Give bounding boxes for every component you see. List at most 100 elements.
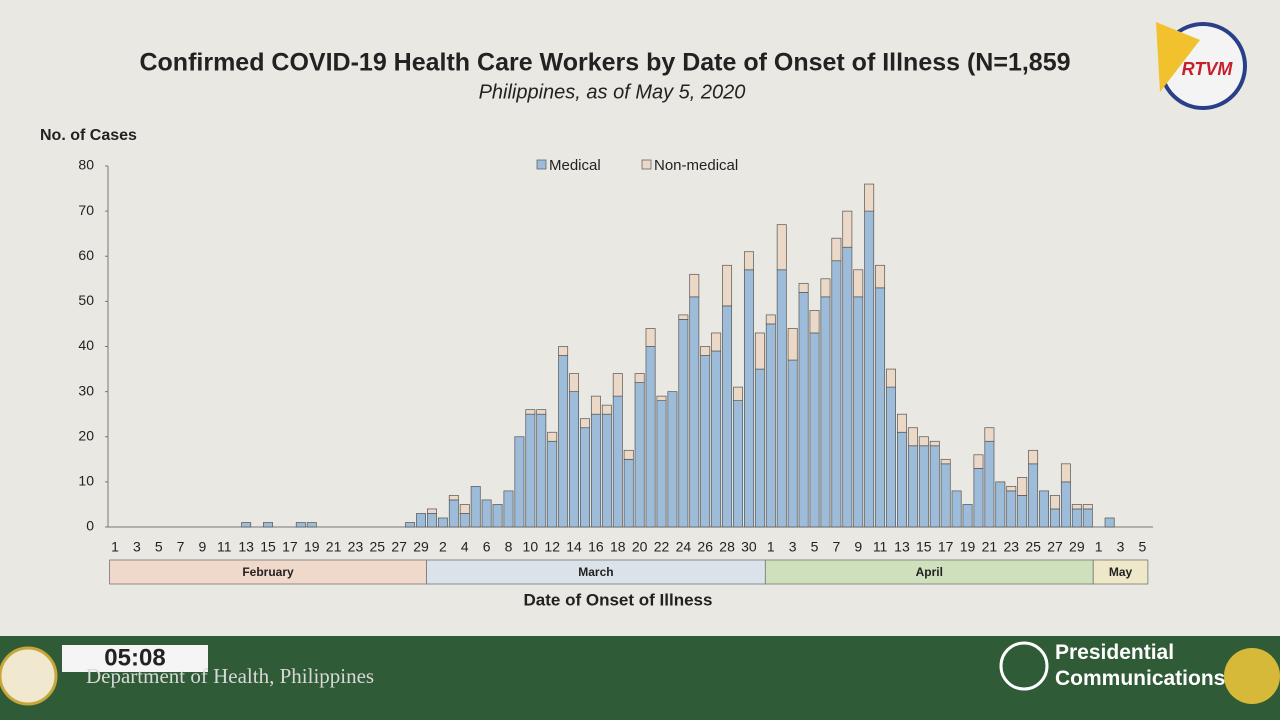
chart-title: Confirmed COVID-19 Health Care Workers b… (139, 49, 1070, 77)
bar-segment (1082, 504, 1093, 510)
bar-segment (569, 391, 580, 528)
x-tick-label: 7 (177, 539, 185, 555)
legend-label: Non-medical (654, 157, 738, 174)
bar-segment (918, 436, 929, 447)
bar-segment (448, 495, 459, 501)
bar-segment (580, 427, 590, 528)
bar-segment (875, 287, 886, 528)
y-tick-label: 20 (78, 427, 94, 443)
x-tick-label: 29 (413, 539, 429, 555)
bar-segment (503, 490, 514, 528)
month-label: March (578, 565, 613, 579)
bar-segment (514, 436, 525, 528)
x-tick-label: 1 (1095, 539, 1103, 555)
bar-segment (1104, 517, 1115, 528)
bar-segment (580, 418, 590, 429)
bar-segment (547, 440, 558, 528)
bar-segment (700, 355, 711, 528)
logo-flag (1156, 22, 1200, 92)
x-axis-label: Date of Onset of Illness (524, 590, 713, 609)
x-tick-label: 13 (894, 539, 910, 555)
x-tick-label: 1 (111, 539, 119, 555)
y-axis-label: No. of Cases (40, 127, 137, 144)
bar-segment (754, 368, 765, 528)
bar-segment (765, 323, 776, 528)
bar-segment (601, 404, 612, 415)
bar-segment (700, 346, 711, 356)
bar-segment (1050, 495, 1060, 510)
x-tick-label: 30 (741, 539, 757, 555)
doh-seal (0, 646, 58, 706)
y-tick-label: 60 (78, 247, 94, 263)
month-band (764, 559, 1094, 585)
x-tick-label: 2 (439, 539, 447, 555)
bar-segment (842, 210, 853, 248)
bar-segment (656, 400, 667, 528)
bar-segment (689, 273, 700, 298)
bar-segment (536, 409, 547, 415)
x-tick-label: 4 (461, 539, 469, 555)
bar-segment (897, 413, 907, 433)
bar-segment (951, 490, 962, 528)
month-label: April (916, 565, 943, 579)
x-tick-label: 17 (938, 539, 954, 555)
bar-segment (547, 431, 558, 442)
bar-segment (984, 440, 995, 528)
bar-segment (1060, 463, 1071, 483)
bar-segment (1028, 463, 1039, 528)
month-band (426, 559, 766, 585)
bar-segment (733, 400, 743, 528)
bar-segment (907, 445, 918, 528)
bar-segment (798, 292, 809, 528)
bar-segment (492, 504, 503, 528)
x-tick-label: 13 (238, 539, 254, 555)
bar-segment (722, 264, 733, 307)
x-tick-label: 5 (811, 539, 819, 555)
chart-subtitle: Philippines, as of May 5, 2020 (479, 81, 746, 103)
bar-segment (820, 296, 831, 528)
x-tick-label: 19 (960, 539, 976, 555)
bar-segment (590, 413, 601, 528)
bar-segment (437, 517, 448, 528)
x-tick-label: 15 (916, 539, 932, 555)
bar-segment (809, 332, 820, 528)
bar-segment (1006, 486, 1017, 492)
x-tick-label: 24 (676, 539, 692, 555)
bar-segment (470, 486, 481, 528)
y-tick-label: 70 (78, 202, 94, 218)
y-tick-label: 40 (78, 337, 94, 353)
x-tick-label: 25 (1025, 539, 1041, 555)
bar-segment (590, 395, 601, 415)
x-tick-label: 27 (1047, 539, 1063, 555)
bar-segment (1039, 490, 1049, 528)
x-tick-label: 16 (588, 539, 604, 555)
x-tick-label: 7 (832, 539, 840, 555)
bar-segment (405, 522, 416, 528)
bar-segment (569, 373, 580, 392)
bar-segment (448, 499, 459, 528)
corner-logo (1224, 648, 1280, 704)
x-tick-label: 5 (155, 539, 163, 555)
x-tick-label: 18 (610, 539, 626, 555)
x-tick-label: 21 (326, 539, 342, 555)
x-tick-label: 26 (697, 539, 713, 555)
x-tick-label: 22 (654, 539, 670, 555)
bar-segment (1028, 449, 1039, 465)
bar-segment (678, 319, 689, 528)
x-tick-label: 9 (199, 539, 207, 555)
network-box: Presidential Communications (1055, 641, 1225, 690)
bar-segment (1017, 477, 1028, 496)
bar-segment (973, 454, 984, 469)
bar-segment (918, 445, 929, 528)
bar-segment (558, 346, 569, 356)
bar-segment (601, 413, 612, 528)
bar-segment (306, 522, 317, 528)
bar-segment (1017, 495, 1028, 528)
bar-segment (875, 264, 886, 289)
x-tick-label: 8 (505, 539, 513, 555)
x-tick-label: 28 (719, 539, 735, 555)
x-tick-label: 14 (566, 539, 582, 555)
bar-segment (864, 183, 875, 212)
